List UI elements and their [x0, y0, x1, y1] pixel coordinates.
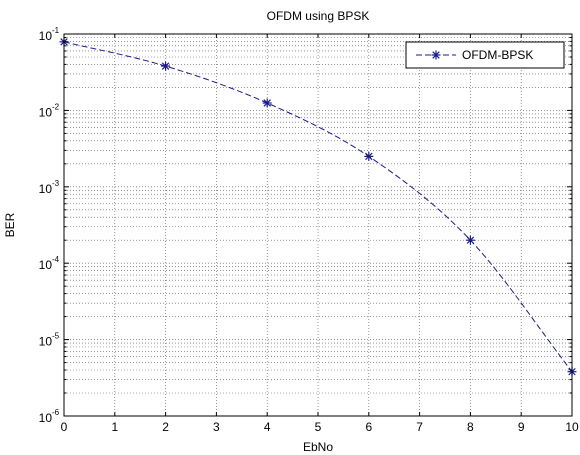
marker-stroke: [432, 51, 440, 59]
y-tick-label: 10: [39, 258, 53, 272]
x-tick-label: 9: [518, 420, 525, 434]
x-tick-label: 4: [264, 420, 271, 434]
marker-stroke: [365, 152, 373, 161]
y-tick-label: 10: [39, 29, 53, 43]
x-tick-label: 10: [565, 420, 579, 434]
y-tick-exponent: -5: [52, 332, 60, 341]
data-point: [161, 61, 171, 71]
x-tick-label: 2: [162, 420, 169, 434]
marker-stroke: [466, 236, 475, 244]
y-tick-label: 10: [39, 411, 53, 425]
legend-asterisk-marker: [431, 50, 441, 60]
y-tick-exponent: -2: [52, 102, 60, 111]
y-tick-label: 10: [39, 335, 53, 349]
x-tick-label: 8: [467, 420, 474, 434]
x-tick-label: 0: [61, 420, 68, 434]
y-tick-label: 10: [39, 182, 53, 196]
data-point: [262, 98, 272, 108]
x-tick-label: 6: [365, 420, 372, 434]
marker-stroke: [161, 62, 170, 70]
legend-marker-glyph: [431, 50, 441, 60]
data-point: [465, 235, 475, 245]
chart-title: OFDM using BPSK: [267, 9, 370, 23]
x-tick-label: 5: [315, 420, 322, 434]
legend-label: OFDM-BPSK: [462, 48, 533, 62]
y-tick-exponent: -1: [52, 26, 60, 35]
y-tick-exponent: -6: [52, 408, 60, 417]
marker-stroke: [263, 99, 271, 107]
y-tick-exponent: -4: [52, 255, 60, 264]
legend: OFDM-BPSK: [405, 41, 565, 69]
x-tick-label: 3: [213, 420, 220, 434]
y-tick-label: 10: [39, 105, 53, 119]
y-axis-label: BER: [3, 212, 17, 237]
x-tick-label: 1: [111, 420, 118, 434]
y-tick-exponent: -3: [52, 179, 60, 188]
series-line-ofdm-bpsk: [63, 41, 573, 373]
x-tick-label: 7: [416, 420, 423, 434]
x-axis-label: EbNo: [303, 440, 333, 454]
data-point: [364, 151, 374, 161]
